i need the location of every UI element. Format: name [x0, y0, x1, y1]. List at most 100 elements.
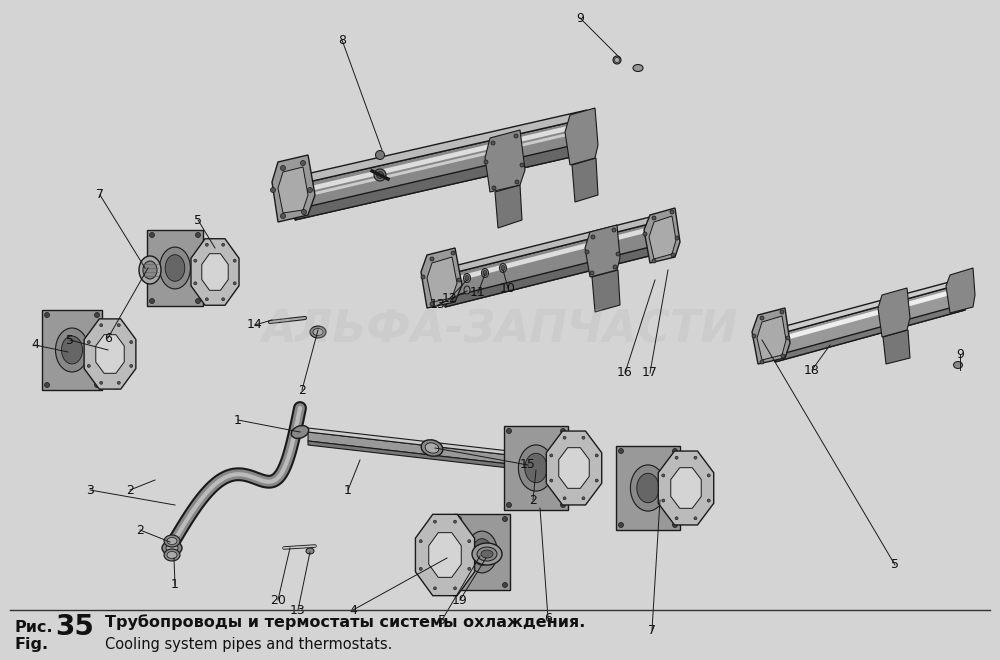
Text: 11: 11 [470, 286, 486, 300]
Polygon shape [445, 212, 670, 275]
Ellipse shape [630, 465, 666, 511]
Text: Рис.: Рис. [15, 620, 54, 636]
Polygon shape [572, 158, 598, 202]
Text: Fig.: Fig. [15, 638, 49, 653]
Ellipse shape [167, 537, 177, 544]
Ellipse shape [464, 273, 471, 282]
Ellipse shape [613, 265, 617, 269]
Text: 5: 5 [438, 614, 446, 626]
Ellipse shape [456, 517, 462, 521]
Ellipse shape [672, 523, 678, 527]
Polygon shape [878, 288, 910, 337]
Ellipse shape [308, 187, 312, 193]
Text: 1: 1 [234, 414, 242, 426]
Ellipse shape [205, 298, 208, 301]
Ellipse shape [780, 310, 784, 314]
Polygon shape [445, 242, 670, 307]
Ellipse shape [62, 336, 82, 364]
Ellipse shape [194, 259, 197, 262]
Polygon shape [546, 431, 602, 505]
Ellipse shape [467, 531, 497, 573]
Ellipse shape [520, 163, 524, 167]
Ellipse shape [786, 336, 790, 340]
Ellipse shape [781, 354, 785, 358]
Text: АЛЬФА-ЗАПЧАСТИ: АЛЬФА-ЗАПЧАСТИ [262, 308, 738, 352]
Ellipse shape [484, 160, 488, 164]
Ellipse shape [130, 364, 133, 368]
Ellipse shape [139, 256, 161, 284]
Text: 4: 4 [349, 603, 357, 616]
Text: 2: 2 [136, 523, 144, 537]
Ellipse shape [514, 134, 518, 138]
Text: 1: 1 [344, 484, 352, 496]
Ellipse shape [550, 479, 553, 482]
Ellipse shape [652, 216, 656, 220]
Polygon shape [308, 432, 518, 465]
Ellipse shape [205, 244, 208, 246]
Ellipse shape [166, 544, 178, 552]
Polygon shape [302, 130, 580, 198]
Text: 14: 14 [247, 319, 263, 331]
Polygon shape [592, 270, 620, 312]
Polygon shape [775, 277, 968, 335]
Ellipse shape [421, 440, 443, 456]
Ellipse shape [694, 517, 697, 520]
Text: Трубопроводы и термостаты системы охлаждения.: Трубопроводы и термостаты системы охлажд… [105, 614, 585, 630]
Ellipse shape [643, 232, 647, 236]
Text: 17: 17 [642, 366, 658, 379]
Ellipse shape [582, 436, 585, 439]
Ellipse shape [430, 302, 434, 306]
Polygon shape [585, 225, 620, 277]
Ellipse shape [481, 550, 493, 558]
Ellipse shape [419, 568, 422, 570]
Ellipse shape [472, 543, 502, 565]
Text: 9: 9 [956, 348, 964, 362]
Text: 16: 16 [617, 366, 633, 379]
Ellipse shape [560, 502, 566, 508]
Ellipse shape [507, 428, 512, 434]
Text: 5: 5 [194, 213, 202, 226]
Ellipse shape [675, 456, 678, 459]
Polygon shape [752, 308, 790, 364]
Ellipse shape [196, 298, 200, 304]
Ellipse shape [518, 445, 554, 491]
Ellipse shape [595, 479, 598, 482]
Text: 2: 2 [298, 383, 306, 397]
Ellipse shape [560, 428, 566, 434]
Ellipse shape [164, 535, 180, 547]
Ellipse shape [675, 517, 678, 520]
Ellipse shape [454, 520, 457, 523]
Polygon shape [42, 310, 102, 390]
Polygon shape [415, 514, 475, 596]
Text: 5: 5 [66, 333, 74, 346]
Ellipse shape [563, 497, 566, 500]
Ellipse shape [482, 269, 488, 277]
Ellipse shape [306, 548, 314, 554]
Ellipse shape [454, 587, 457, 590]
Ellipse shape [585, 250, 589, 254]
Ellipse shape [671, 253, 675, 257]
Ellipse shape [618, 449, 624, 453]
Ellipse shape [94, 312, 100, 317]
Text: 6: 6 [104, 331, 112, 345]
Polygon shape [96, 335, 124, 374]
Ellipse shape [164, 549, 180, 561]
Ellipse shape [300, 160, 306, 166]
Ellipse shape [233, 282, 236, 285]
Polygon shape [559, 447, 589, 488]
Text: 6: 6 [544, 612, 552, 624]
Ellipse shape [87, 341, 90, 344]
Text: 12: 12 [442, 292, 458, 304]
Text: 20: 20 [270, 593, 286, 607]
Text: 2: 2 [126, 484, 134, 496]
Polygon shape [308, 441, 518, 469]
Ellipse shape [150, 298, 154, 304]
Ellipse shape [160, 247, 190, 289]
Polygon shape [485, 130, 525, 192]
Ellipse shape [507, 502, 512, 508]
Ellipse shape [162, 541, 182, 555]
Ellipse shape [430, 257, 434, 261]
Polygon shape [302, 123, 580, 193]
Text: 7: 7 [96, 189, 104, 201]
Ellipse shape [477, 547, 497, 561]
